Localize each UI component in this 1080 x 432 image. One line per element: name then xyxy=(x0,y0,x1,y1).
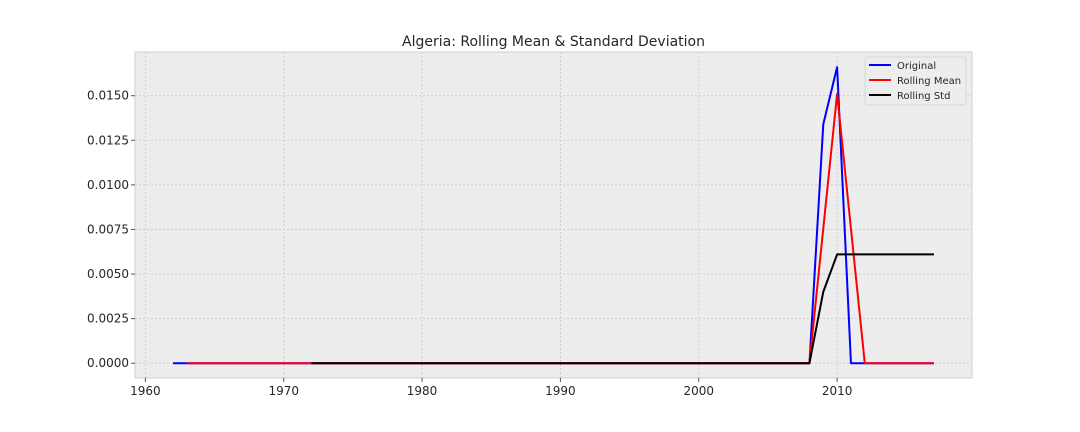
y-tick-label: 0.0050 xyxy=(87,267,129,281)
x-tick-label: 1990 xyxy=(545,384,576,398)
legend: Original Rolling Mean Rolling Std xyxy=(864,56,967,106)
y-tick-label: 0.0100 xyxy=(87,178,129,192)
y-tick-label: 0.0075 xyxy=(87,222,129,236)
legend-label: Rolling Std xyxy=(897,91,950,102)
y-tick-label: 0.0125 xyxy=(87,133,129,147)
legend-label: Rolling Mean xyxy=(897,76,961,87)
x-tick-label: 2010 xyxy=(822,384,853,398)
x-tick-label: 2000 xyxy=(683,384,714,398)
y-tick-label: 0.0000 xyxy=(87,356,129,370)
series-line-rolling-std xyxy=(311,253,934,365)
x-tick-label: 1970 xyxy=(268,384,299,398)
x-tick-label: 1960 xyxy=(130,384,161,398)
x-tick-label: 1980 xyxy=(407,384,438,398)
series-layer xyxy=(173,66,934,365)
axes: 1960 1970 1980 1990 2000 2010 0.0000 0.0025 0.00… xyxy=(87,89,852,398)
chart-title: Algeria: Rolling Mean & Standard Deviati… xyxy=(402,34,705,50)
plot-area xyxy=(134,51,973,379)
y-tick-label: 0.0150 xyxy=(87,89,129,103)
legend-box xyxy=(864,56,967,106)
y-tick-label: 0.0025 xyxy=(87,312,129,326)
legend-label: Original xyxy=(897,61,936,72)
